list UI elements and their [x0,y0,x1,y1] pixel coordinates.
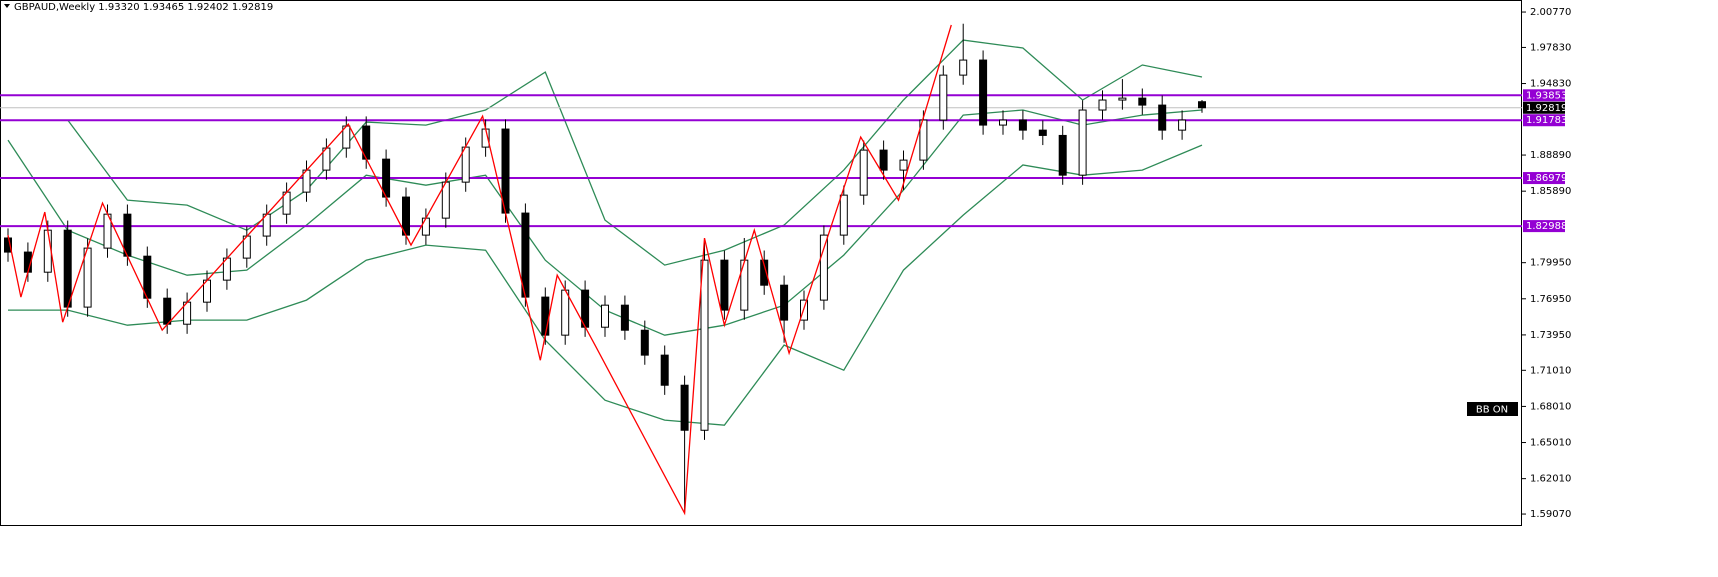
candle-body [680,384,689,431]
candle-body [1118,97,1127,101]
candle-body [601,304,609,328]
candle-body [1018,119,1027,131]
candle-body [561,289,570,336]
level-label-bg [1523,89,1565,102]
candle-body [859,149,868,196]
candle-body [760,259,769,286]
y-tick-label: 1.65010 [1530,438,1571,449]
y-tick-label: 1.85890 [1530,186,1571,197]
candle-body [939,74,948,121]
candle-body [1058,134,1067,176]
y-tick-label: 1.88890 [1530,150,1571,161]
candle-body [1198,101,1206,109]
chart-title: GBPAUD,Weekly 1.93320 1.93465 1.92402 1.… [14,2,273,13]
candle-body [1078,109,1087,176]
y-tick-label: 1.68010 [1530,401,1571,412]
level-label: 1.93853 [1526,90,1567,101]
y-tick-label: 1.79950 [1530,258,1571,269]
last-price-label: 1.92819 [1526,103,1567,114]
level-label-bg [1523,220,1565,233]
candle-body [1098,99,1107,111]
candle-body [660,354,669,386]
level-label: 1.86979 [1526,173,1567,184]
level-label-bg [1523,114,1565,127]
y-tick-label: 1.73950 [1530,330,1571,341]
annotation: BB ON [1476,405,1508,416]
level-label: 1.91783 [1526,115,1567,126]
zigzag [7,24,952,516]
candle-body [43,229,52,273]
candle-body [979,59,988,126]
annotation-bg [1467,402,1518,416]
candle-body [1038,129,1047,136]
bollinger-band [67,39,1203,266]
level-label-bg [1523,172,1565,185]
y-tick-label: 1.62010 [1530,474,1571,485]
candle-body [919,119,928,161]
candle-body [819,234,828,301]
candle-body [999,119,1007,126]
level-label: 1.82988 [1526,221,1567,232]
y-tick-label: 1.94830 [1530,79,1571,90]
y-tick-label: 2.00770 [1530,7,1571,18]
candle-body [421,217,430,236]
y-tick-label: 1.59070 [1530,509,1571,520]
candle-body [780,284,789,321]
candle-body [720,259,729,311]
y-tick-label: 1.97830 [1530,42,1571,53]
candle-body [700,259,709,431]
candle-body [163,297,172,325]
candle-body [879,149,888,171]
candle-body [899,159,908,171]
y-tick-label: 1.76950 [1530,294,1571,305]
bollinger-band [8,144,1203,426]
last-price-label-bg [1523,101,1565,114]
candle-body [1158,104,1167,131]
candle-body [461,146,470,183]
menu-triangle[interactable] [4,4,10,8]
y-tick-label: 1.71010 [1530,365,1571,376]
candle-body [1178,119,1187,131]
candle-body [541,296,550,336]
candle-body [63,229,72,308]
candle-body [620,304,629,331]
candle-body [839,194,848,236]
candle-body [640,329,649,356]
candle-body [1138,97,1147,106]
candle-body [959,59,968,76]
